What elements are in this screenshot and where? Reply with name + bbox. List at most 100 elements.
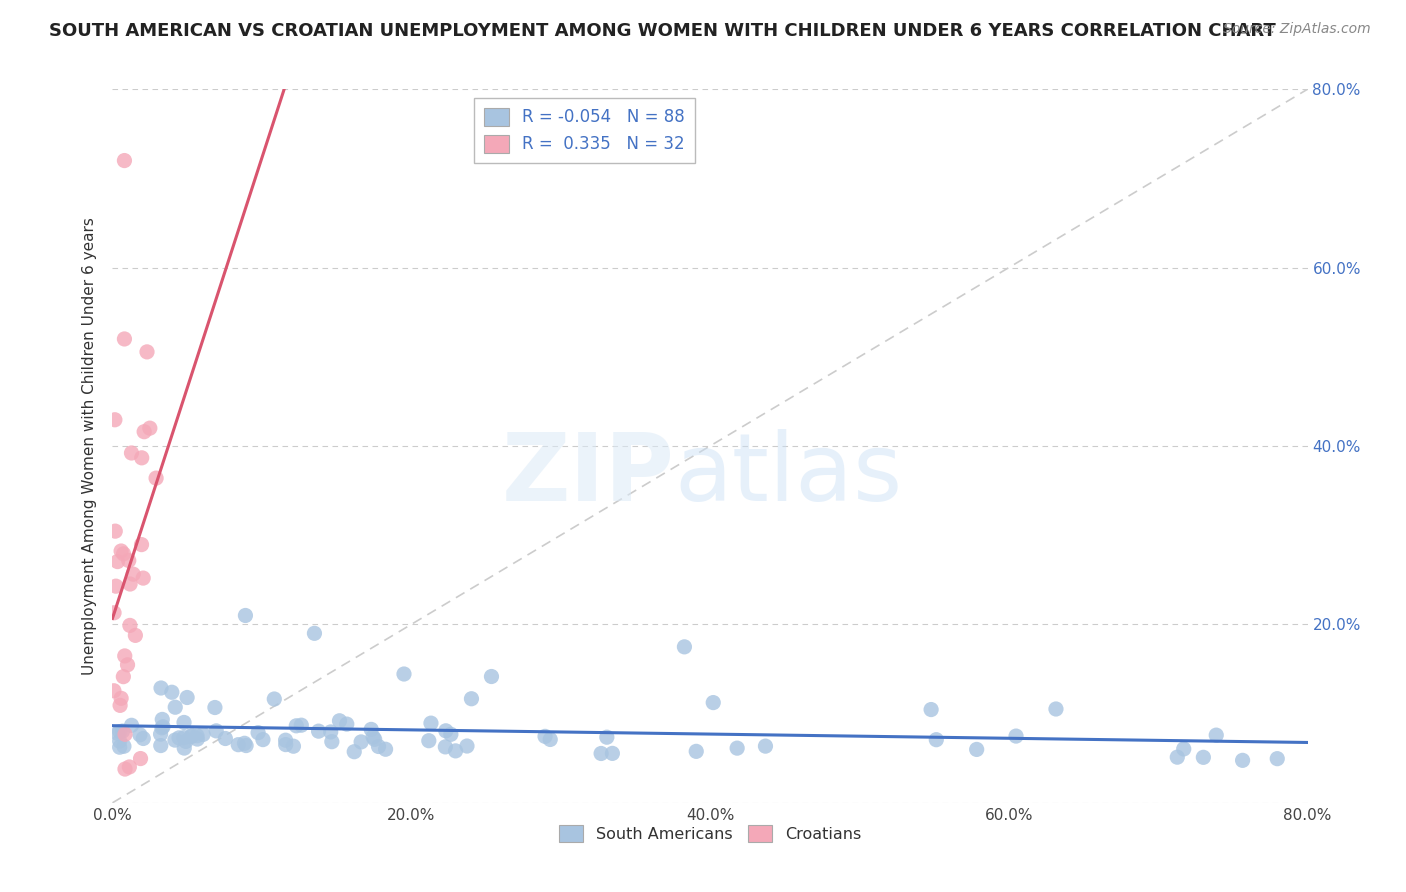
- Point: [131, 538, 153, 552]
- Point: [252, 732, 274, 747]
- Point: [107, 555, 129, 569]
- Point: [114, 332, 135, 346]
- Point: [1232, 753, 1254, 767]
- Legend: South Americans, Croatians: South Americans, Croatians: [553, 818, 868, 848]
- Point: [285, 719, 308, 733]
- Text: SOUTH AMERICAN VS CROATIAN UNEMPLOYMENT AMONG WOMEN WITH CHILDREN UNDER 6 YEARS : SOUTH AMERICAN VS CROATIAN UNEMPLOYMENT …: [49, 22, 1277, 40]
- Point: [274, 733, 297, 747]
- Point: [534, 730, 557, 744]
- Point: [420, 716, 443, 731]
- Point: [132, 571, 155, 585]
- Point: [104, 524, 127, 538]
- Point: [121, 718, 143, 732]
- Point: [150, 721, 173, 735]
- Point: [374, 742, 396, 756]
- Point: [214, 731, 236, 746]
- Point: [129, 728, 152, 742]
- Point: [1173, 742, 1195, 756]
- Point: [1005, 729, 1028, 743]
- Point: [702, 696, 724, 710]
- Point: [754, 739, 776, 753]
- Point: [191, 727, 214, 741]
- Point: [360, 723, 382, 737]
- Point: [108, 724, 131, 739]
- Point: [110, 544, 132, 558]
- Point: [673, 640, 696, 654]
- Point: [111, 724, 134, 739]
- Point: [596, 730, 619, 744]
- Point: [150, 713, 173, 727]
- Point: [117, 657, 139, 672]
- Point: [174, 734, 197, 748]
- Point: [418, 733, 440, 747]
- Point: [304, 626, 326, 640]
- Point: [136, 344, 159, 359]
- Point: [440, 727, 463, 741]
- Point: [1205, 728, 1227, 742]
- Point: [167, 731, 190, 745]
- Point: [132, 731, 155, 746]
- Text: atlas: atlas: [675, 428, 903, 521]
- Point: [112, 739, 135, 754]
- Point: [1166, 750, 1188, 764]
- Point: [108, 734, 131, 748]
- Point: [205, 723, 228, 738]
- Point: [173, 741, 195, 756]
- Point: [538, 732, 561, 747]
- Point: [108, 740, 131, 755]
- Point: [1265, 752, 1288, 766]
- Point: [165, 700, 187, 714]
- Point: [120, 577, 142, 591]
- Text: ZIP: ZIP: [502, 428, 675, 521]
- Point: [145, 471, 167, 485]
- Point: [176, 690, 198, 705]
- Point: [1045, 702, 1067, 716]
- Point: [602, 747, 624, 761]
- Point: [104, 579, 127, 593]
- Point: [247, 725, 270, 739]
- Point: [685, 744, 707, 758]
- Point: [361, 730, 384, 744]
- Point: [274, 738, 297, 752]
- Point: [1192, 750, 1215, 764]
- Point: [114, 727, 136, 741]
- Point: [290, 718, 312, 732]
- Point: [173, 731, 195, 745]
- Point: [112, 547, 135, 561]
- Point: [122, 567, 145, 582]
- Point: [204, 700, 226, 714]
- Point: [186, 732, 208, 747]
- Point: [966, 742, 988, 756]
- Point: [308, 724, 330, 739]
- Point: [186, 729, 208, 743]
- Point: [114, 153, 135, 168]
- Point: [103, 683, 125, 698]
- Point: [456, 739, 478, 753]
- Point: [925, 732, 948, 747]
- Point: [328, 714, 350, 728]
- Point: [131, 450, 153, 465]
- Point: [149, 727, 172, 741]
- Point: [226, 738, 249, 752]
- Point: [434, 723, 457, 738]
- Point: [121, 446, 143, 460]
- Point: [173, 715, 195, 730]
- Point: [114, 762, 136, 776]
- Point: [110, 691, 132, 706]
- Point: [460, 691, 482, 706]
- Point: [444, 744, 467, 758]
- Point: [163, 733, 186, 747]
- Point: [283, 739, 305, 754]
- Point: [118, 553, 141, 567]
- Point: [725, 741, 748, 756]
- Point: [150, 681, 173, 695]
- Point: [367, 739, 389, 754]
- Point: [149, 739, 172, 753]
- Point: [124, 628, 146, 642]
- Point: [321, 734, 343, 748]
- Point: [180, 730, 202, 744]
- Point: [233, 736, 256, 750]
- Point: [103, 606, 125, 620]
- Point: [104, 413, 127, 427]
- Point: [350, 735, 373, 749]
